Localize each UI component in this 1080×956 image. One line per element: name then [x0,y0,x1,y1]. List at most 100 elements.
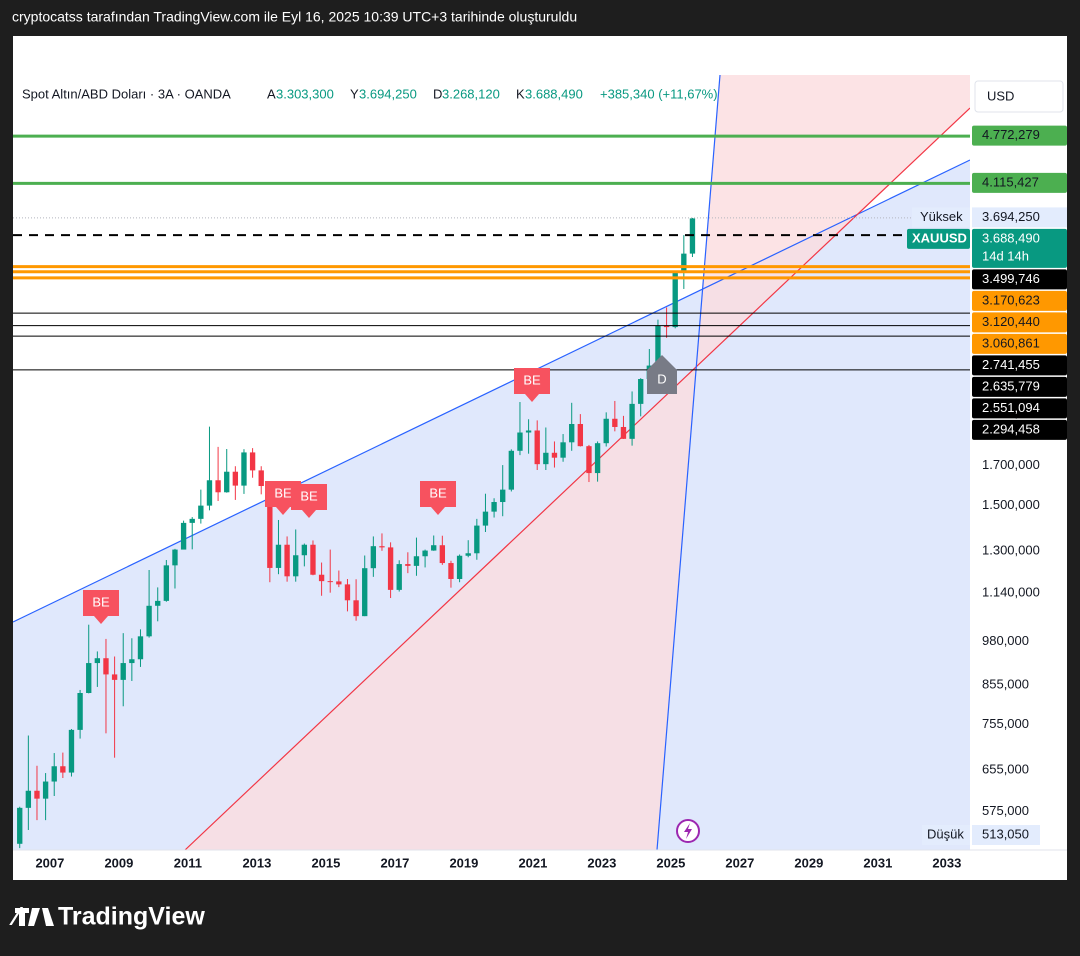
trend-line [656,75,721,850]
y-tick-label: 1.140,000 [982,585,1040,600]
last-name: XAUUSD [912,230,967,245]
lightning [684,823,692,839]
x-tick-label: 2033 [932,855,961,870]
marker-label: D [657,371,666,386]
candle-body [534,430,540,465]
marker-shape[interactable] [647,355,677,394]
axes: 575,000 655,000 755,000 855,000 980,000 1.140… [13,125,1067,870]
price-badge-label: 2.551,094 [982,400,1040,415]
candle-body [60,766,66,773]
legend-value: 3.268,120 [442,86,500,101]
x-tick-label: 2011 [174,855,202,870]
candle-body [51,766,57,782]
y-tick-label: 655,000 [982,762,1029,777]
candle-body [491,502,497,512]
price-badge-label: 2.635,779 [982,378,1040,393]
price-badge-label: 3.170,623 [982,292,1040,307]
y-tick-label: 1.300,000 [982,543,1040,558]
candle-body [275,544,282,568]
price-badge [972,172,1067,193]
candle-body [387,547,394,590]
header-text: cryptocatss tarafından TradingView.com i… [12,9,577,25]
x-tick-label: 2017 [380,855,409,870]
price-axis [970,75,1067,850]
candle-body [551,452,558,458]
x-tick-label: 2027 [725,855,754,870]
price-badge-label: 3.060,861 [982,335,1040,350]
marker-shape[interactable] [291,484,327,518]
legend-value: 3.694,250 [359,86,417,101]
currency-box[interactable] [974,80,1064,113]
candle-body [543,452,549,465]
candle-body [474,525,480,554]
last-label: 3.688,490 [982,230,1040,245]
marker-shape[interactable] [420,481,456,515]
x-tick-label: 2015 [311,855,340,870]
price-badge [972,125,1067,146]
candle-body [293,555,299,577]
price-badge [972,312,1067,333]
last-name-badge [907,228,970,249]
x-tick-label: 2025 [656,855,685,870]
price-badge [972,376,1067,397]
candle-body [34,790,40,799]
y-tick-label: 1.700,000 [982,457,1040,472]
candle-body [232,471,239,486]
candle-body [86,663,92,693]
candle-body [267,486,273,568]
legend-key: A [267,86,276,101]
candle-body [594,443,601,474]
candle-body [249,452,256,471]
legend-value: 3.688,490 [525,86,583,101]
low-badge [972,825,1040,845]
candle-body [672,271,678,328]
candle-body [137,636,144,660]
candle-body [344,584,351,601]
candle-body [517,432,523,451]
candle-body [146,605,152,637]
candle-body [525,430,532,433]
candle-body [638,379,644,404]
high-name-badge [912,207,970,228]
x-tick-label: 2013 [242,855,271,870]
candle-body [206,480,213,506]
candle-body [560,442,566,458]
marker-shape[interactable] [83,590,119,624]
candle-body [17,807,23,844]
markers: BE BE BE BE BE D [83,355,677,624]
candle-body [310,544,316,575]
candle-body [172,549,178,566]
price-badge-label: 4.115,427 [982,174,1039,189]
candle-body [405,564,411,566]
candle-body [163,565,170,601]
ohlc-legend: A 3.303,300 Y 3.694,250 D 3.268,120 K 3.688,490… [267,86,718,101]
candle-body [508,450,515,490]
logo-icon [15,908,54,926]
high-label: 3.694,250 [982,209,1040,224]
candle-body [77,692,83,730]
x-tick-label: 2029 [794,855,823,870]
price-badge-label: 2.741,455 [982,357,1040,372]
x-tick-label: 2009 [104,855,133,870]
marker-label: BE [274,485,292,500]
price-badge [972,355,1067,376]
trend-line [184,107,970,850]
candle-body [94,658,101,664]
footer-logo: TradingView [58,903,205,931]
marker-shape[interactable] [514,368,550,402]
legend-key: D [433,86,442,101]
high-name: Yüksek [920,209,963,224]
symbol-title: Spot Altın/ABD Doları · 3A · OANDA [22,86,231,101]
candle-body [456,555,463,579]
candle-body [327,581,333,583]
legend-key: Y [350,86,359,101]
levels [13,134,970,371]
price-badge-label: 2.294,458 [982,421,1040,436]
candle-body [655,325,661,366]
countdown: 14d 14h [982,248,1029,263]
candle-body [198,505,204,519]
price-badge [972,419,1067,440]
candle-body [448,563,454,579]
candle-body [120,663,126,680]
candle-body [189,518,195,523]
